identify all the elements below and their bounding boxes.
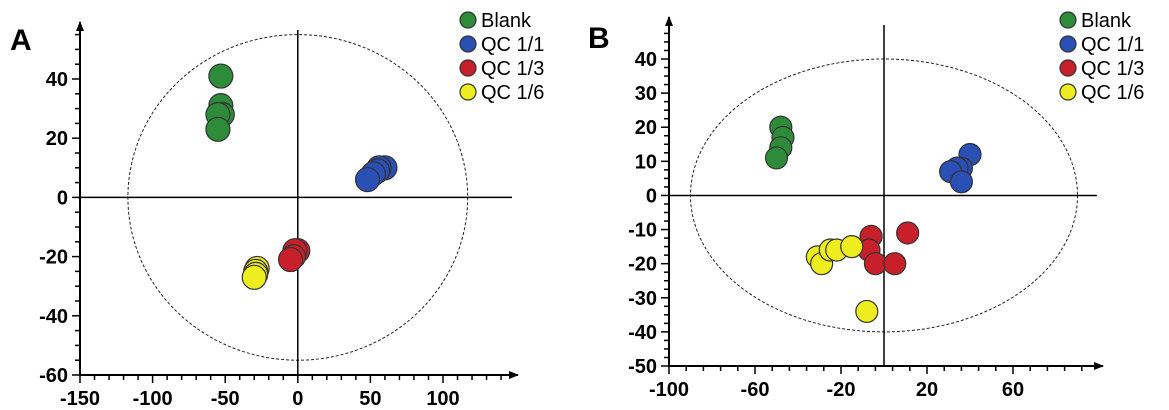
panel-b-x-tick-label: -60 — [741, 379, 770, 401]
panel-b-x-tick-label: -20 — [827, 379, 856, 401]
panel-b-y-tick-label: 30 — [635, 83, 657, 105]
panel-a-pca-plot: -150 -100 -50 0 50 100-60-40-2002040ABlankQC … — [10, 10, 544, 410]
panel-b-legend-marker-qc-1-3 — [1059, 59, 1077, 77]
panel-a-legend-label-qc-1-1: QC 1/1 — [481, 34, 544, 56]
panel-a-legend-label-blank: Blank — [481, 10, 532, 32]
panel-a-y-tick-label: -20 — [39, 247, 68, 269]
panel-b-legend-label-qc-1-3: QC 1/3 — [1081, 58, 1144, 80]
panel-a-y-tick-label: 20 — [46, 128, 68, 150]
panel-b-y-tick-label: 10 — [635, 151, 657, 173]
panel-b-pca-plot: -100 -60 -20 20 60-50-40-30-20-10010203040BB… — [588, 10, 1144, 401]
panel-a-legend-marker-qc-1-3 — [459, 59, 477, 77]
panel-b-point-qc-1-3 — [883, 252, 907, 276]
panel-b-point-qc-1-6 — [840, 235, 864, 259]
panel-a-x-tick-label: 0 — [292, 388, 303, 410]
panel-a-y-tick-label: 40 — [46, 69, 68, 91]
panel-a-x-tick-label: -50 — [211, 388, 240, 410]
panel-b-legend-marker-blank — [1059, 11, 1077, 29]
panel-b-legend-marker-qc-1-1 — [1059, 35, 1077, 53]
panel-b-letter: B — [588, 22, 610, 55]
panel-b-y-tick-label: 0 — [646, 185, 657, 207]
panel-a-letter: A — [10, 24, 32, 57]
panel-a-point-blank — [208, 63, 234, 89]
panel-a-y-tick-label: 0 — [57, 187, 68, 209]
panel-a-point-qc-1-1 — [354, 167, 381, 193]
panel-b-point-qc-1-3 — [896, 221, 920, 245]
panel-a-legend-label-qc-1-6: QC 1/6 — [481, 82, 544, 104]
panel-a-x-tick-label: -100 — [133, 388, 173, 410]
panel-b-x-tick-label: 20 — [916, 379, 938, 401]
panel-b-legend-label-qc-1-6: QC 1/6 — [1081, 82, 1144, 104]
panel-b-legend-label-qc-1-1: QC 1/1 — [1081, 34, 1144, 56]
panel-b-legend-label-blank: Blank — [1081, 10, 1132, 32]
panel-a-y-tick-label: -60 — [39, 365, 68, 387]
panel-b-x-tick-label: -100 — [649, 379, 689, 401]
panel-b-y-tick-label: -50 — [628, 356, 657, 378]
panel-a-point-qc-1-3 — [277, 246, 304, 273]
panel-a-legend-label-qc-1-3: QC 1/3 — [481, 58, 544, 80]
panel-b-y-tick-label: 40 — [635, 49, 657, 71]
panel-b-legend-marker-qc-1-6 — [1059, 83, 1077, 101]
panel-a-x-tick-label: 100 — [426, 388, 459, 410]
panel-a-legend-marker-qc-1-1 — [459, 35, 477, 53]
panel-b-point-blank — [764, 146, 789, 170]
panel-b-point-qc-1-1 — [949, 170, 974, 194]
panel-a-point-qc-1-6 — [241, 264, 267, 290]
panel-b-point-qc-1-3 — [863, 252, 888, 276]
panel-a-legend-marker-qc-1-6 — [459, 83, 477, 101]
panel-b-y-tick-label: -10 — [628, 220, 657, 242]
panel-b-y-tick-label: -30 — [628, 288, 657, 310]
panel-b-y-tick-label: 20 — [635, 117, 657, 139]
panel-a-point-blank — [205, 116, 231, 142]
panel-b-y-tick-label: -40 — [628, 322, 657, 344]
panel-b-point-qc-1-6 — [855, 299, 879, 324]
panel-a-y-tick-label: -40 — [39, 306, 68, 328]
panel-a-x-tick-label: -150 — [60, 388, 100, 410]
panel-a-x-tick-label: 50 — [359, 388, 381, 410]
panel-b-y-tick-label: -20 — [628, 254, 657, 276]
panel-a-legend-marker-blank — [459, 11, 477, 29]
panel-b-x-tick-label: 60 — [1002, 379, 1024, 401]
